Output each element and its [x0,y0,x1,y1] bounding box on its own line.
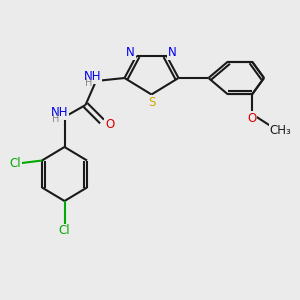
Text: Cl: Cl [9,157,21,170]
Text: O: O [105,118,114,131]
Text: NH: NH [84,70,102,83]
Text: Cl: Cl [59,224,70,238]
Text: NH: NH [51,106,69,119]
Text: O: O [248,112,256,125]
Text: N: N [168,46,177,59]
Text: H: H [52,113,59,124]
Text: S: S [148,95,155,109]
Text: N: N [126,46,135,59]
Text: H: H [85,77,92,88]
Text: CH₃: CH₃ [270,124,291,137]
